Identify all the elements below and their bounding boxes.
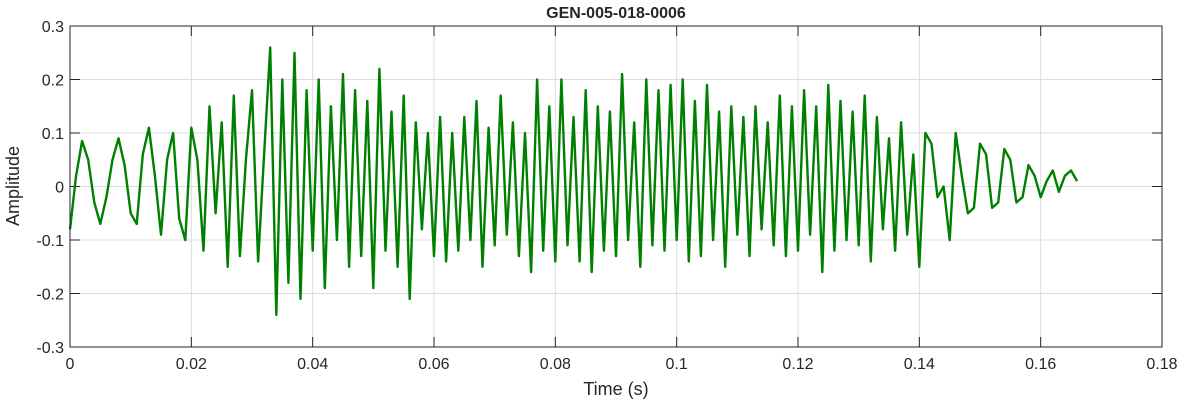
chart-title: GEN-005-018-0006 xyxy=(546,5,686,22)
y-tick-label: -0.1 xyxy=(36,233,64,250)
x-tick-label: 0.12 xyxy=(782,356,813,373)
axes-frame xyxy=(69,25,1163,348)
series-line xyxy=(68,46,1079,317)
x-tick-label: 0.04 xyxy=(297,356,328,373)
y-tick-label: 0 xyxy=(55,180,64,197)
x-tick-label: 0.1 xyxy=(666,356,688,373)
x-tick-label: 0.14 xyxy=(904,356,935,373)
x-tick-label: 0.02 xyxy=(176,356,207,373)
x-tick-label: 0.18 xyxy=(1146,356,1177,373)
y-tick-label: -0.2 xyxy=(36,287,64,304)
y-tick-label: -0.3 xyxy=(36,340,64,357)
x-tick-label: 0.16 xyxy=(1025,356,1056,373)
x-tick-label: 0 xyxy=(66,356,75,373)
x-tick-label: 0.06 xyxy=(418,356,449,373)
ticks: 0 0.02 0.04 0.06 0.08 0.1 0.12 0.14 0.16 0.18 -0.3… xyxy=(36,19,1177,373)
y-axis-label: Amplitude xyxy=(3,146,23,226)
y-tick-label: 0.2 xyxy=(42,73,64,90)
x-axis-label: Time (s) xyxy=(583,379,648,399)
x-tick-label: 0.08 xyxy=(540,356,571,373)
y-tick-label: 0.1 xyxy=(42,126,64,143)
y-tick-label: 0.3 xyxy=(42,19,64,36)
grid xyxy=(69,25,1163,348)
